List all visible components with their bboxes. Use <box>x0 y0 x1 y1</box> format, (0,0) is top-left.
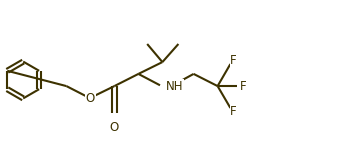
Text: F: F <box>230 54 237 67</box>
Text: O: O <box>110 121 119 134</box>
Text: F: F <box>230 105 237 118</box>
Text: F: F <box>240 80 246 93</box>
Text: O: O <box>86 92 95 105</box>
Text: NH: NH <box>166 80 183 93</box>
